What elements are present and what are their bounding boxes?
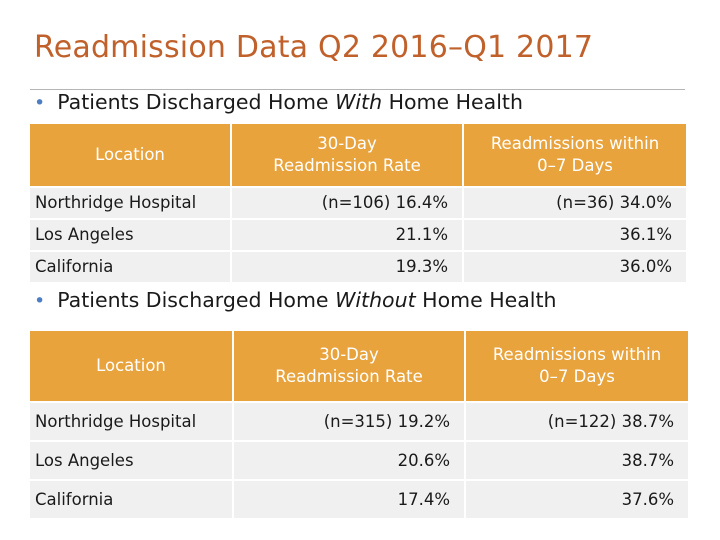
column-header-location: Location [28, 122, 232, 188]
column-header-0-7-days: Readmissions within 0–7 Days [464, 329, 690, 403]
header-line: 0–7 Days [537, 156, 613, 175]
header-line: Readmissions within [492, 344, 662, 364]
table-header-row: Location 30-Day Readmission Rate Readmiss… [28, 122, 688, 188]
heading-suffix: Home Health [382, 90, 523, 114]
cell-30day-rate: 20.6% [232, 440, 466, 481]
heading-emphasis: With [335, 90, 383, 114]
title-divider [30, 89, 685, 90]
cell-0-7-days: 38.7% [464, 440, 690, 481]
bullet-icon: • [34, 92, 46, 114]
table-header-row: Location 30-Day Readmission Rate Readmiss… [28, 329, 690, 403]
table-row: California 19.3% 36.0% [28, 250, 688, 284]
table-row: Los Angeles 21.1% 36.1% [28, 218, 688, 252]
cell-location: California [28, 479, 234, 520]
cell-0-7-days: 36.0% [462, 250, 688, 284]
cell-30day-rate: (n=106) 16.4% [230, 186, 464, 220]
section-heading-with-home-health: • Patients Discharged Home With Home Heal… [34, 90, 523, 114]
heading-suffix: Home Health [415, 288, 557, 312]
heading-emphasis: Without [335, 288, 416, 312]
cell-0-7-days: 37.6% [464, 479, 690, 520]
heading-prefix: Patients Discharged Home [57, 90, 336, 114]
cell-location: Northridge Hospital [28, 401, 234, 442]
cell-30day-rate: 21.1% [230, 218, 464, 252]
cell-30day-rate: 19.3% [230, 250, 464, 284]
header-line: Readmissions within [490, 133, 660, 153]
column-header-location: Location [28, 329, 234, 403]
cell-location: Los Angeles [28, 440, 234, 481]
cell-30day-rate: (n=315) 19.2% [232, 401, 466, 442]
header-line: 0–7 Days [539, 367, 615, 386]
column-header-30day-rate: 30-Day Readmission Rate [232, 329, 466, 403]
cell-0-7-days: (n=122) 38.7% [464, 401, 690, 442]
table-row: Los Angeles 20.6% 38.7% [28, 440, 690, 481]
column-header-30day-rate: 30-Day Readmission Rate [230, 122, 464, 188]
table-without-home-health: Location 30-Day Readmission Rate Readmiss… [28, 329, 690, 520]
table-row: Northridge Hospital (n=315) 19.2% (n=122… [28, 401, 690, 442]
section-heading-without-home-health: • Patients Discharged Home Without Home H… [34, 288, 557, 312]
header-line: Readmission Rate [275, 367, 423, 386]
slide-title: Readmission Data Q2 2016–Q1 2017 [34, 30, 594, 65]
table-with-home-health: Location 30-Day Readmission Rate Readmiss… [28, 122, 688, 284]
table-row: Northridge Hospital (n=106) 16.4% (n=36)… [28, 186, 688, 220]
header-line: 30-Day [317, 133, 377, 153]
bullet-icon: • [34, 290, 46, 312]
cell-location: Los Angeles [28, 218, 232, 252]
table-row: California 17.4% 37.6% [28, 479, 690, 520]
cell-30day-rate: 17.4% [232, 479, 466, 520]
cell-0-7-days: 36.1% [462, 218, 688, 252]
cell-location: California [28, 250, 232, 284]
heading-prefix: Patients Discharged Home [57, 288, 336, 312]
cell-location: Northridge Hospital [28, 186, 232, 220]
header-line: Readmission Rate [273, 156, 421, 175]
cell-0-7-days: (n=36) 34.0% [462, 186, 688, 220]
header-line: 30-Day [319, 344, 379, 364]
column-header-0-7-days: Readmissions within 0–7 Days [462, 122, 688, 188]
